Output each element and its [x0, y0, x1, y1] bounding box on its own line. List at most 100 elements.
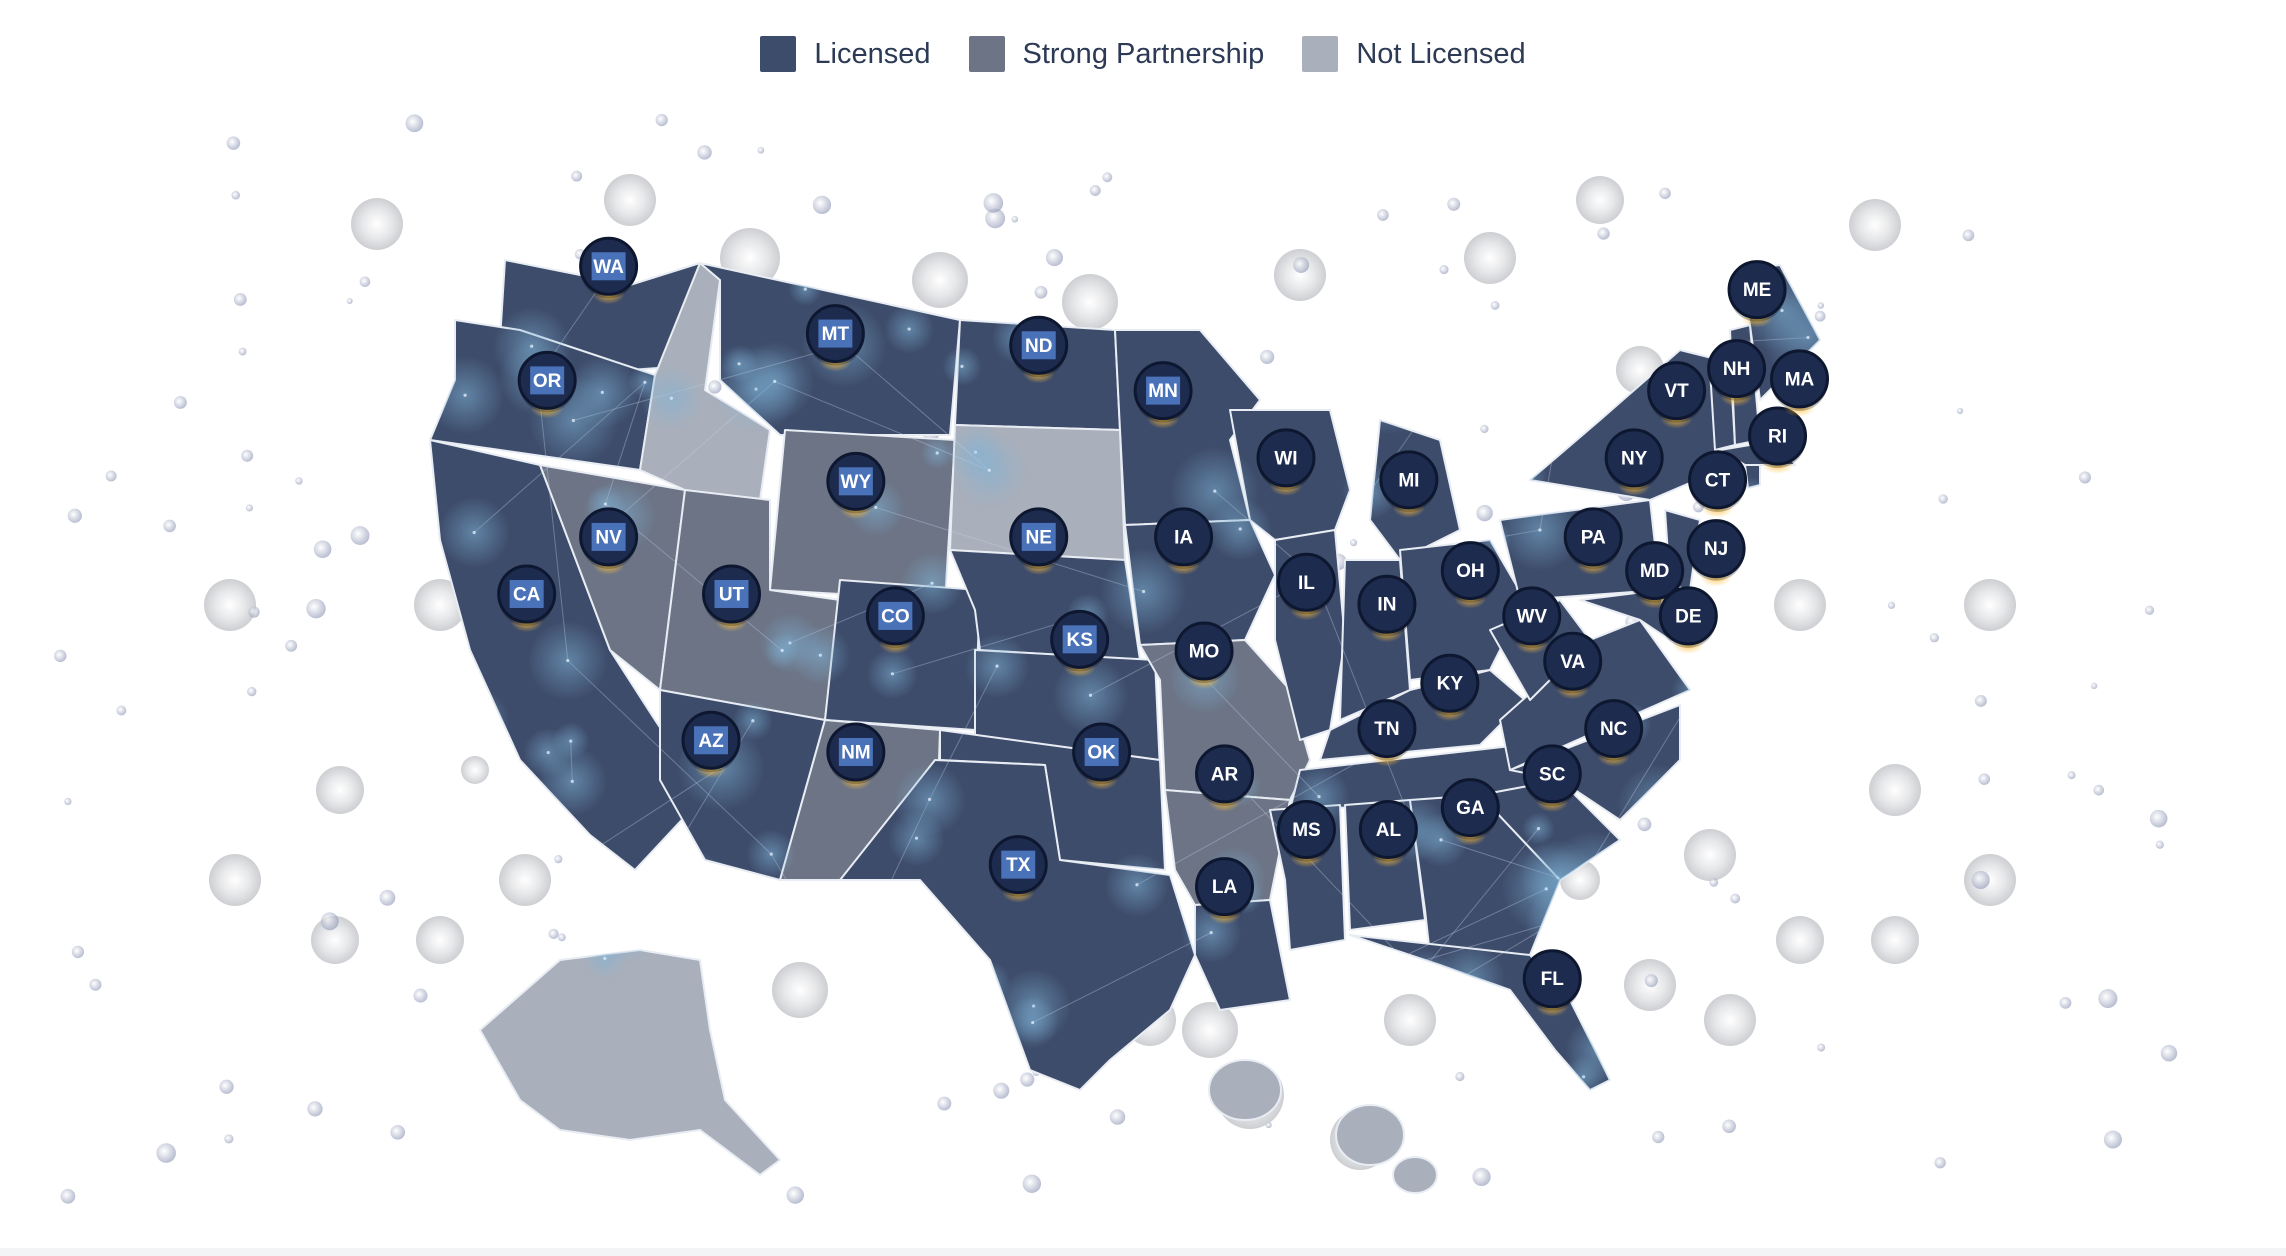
network-node: [1317, 1060, 1321, 1064]
network-node: [1598, 318, 1603, 322]
state-pin-nh[interactable]: NH: [1707, 339, 1767, 407]
state-pin-nd[interactable]: ND: [1009, 315, 1069, 384]
state-pin-de[interactable]: DE: [1658, 586, 1718, 654]
legend-item-not-licensed[interactable]: Not Licensed: [1302, 36, 1526, 72]
pin-label-la: LA: [1212, 877, 1238, 898]
state-pin-co[interactable]: CO: [865, 586, 925, 654]
state-pin-mo[interactable]: MO: [1174, 621, 1234, 690]
pin-circle-ga: [1440, 778, 1500, 838]
pin-square-az: [694, 726, 729, 755]
state-pin-ia[interactable]: IA: [1154, 507, 1214, 575]
network-node: [1544, 887, 1548, 891]
state-pin-nc[interactable]: NC: [1584, 699, 1644, 767]
state-pin-ny[interactable]: NY: [1604, 428, 1664, 496]
dot-132: [1709, 877, 1719, 887]
pin-label-va: VA: [1560, 652, 1585, 673]
state-pin-me[interactable]: ME: [1727, 260, 1787, 328]
state-pin-vt[interactable]: VT: [1647, 361, 1707, 429]
state-pin-wa[interactable]: WA: [579, 236, 639, 305]
network-node: [1536, 827, 1541, 831]
network-node: [1088, 693, 1093, 697]
state-pin-la[interactable]: LA: [1195, 857, 1255, 925]
pin-circle-tn: [1357, 699, 1417, 759]
network-node: [1694, 689, 1698, 694]
pin-label-ri: RI: [1768, 426, 1787, 447]
network-node: [463, 393, 467, 397]
dot-100: [1938, 494, 1948, 504]
pin-label-vt: VT: [1664, 381, 1689, 402]
state-pin-nj[interactable]: NJ: [1686, 519, 1746, 587]
dot-65: [2155, 840, 2164, 849]
dot-64: [163, 519, 176, 533]
dot-144: [413, 988, 428, 1003]
state-pin-ne[interactable]: NE: [1009, 507, 1069, 575]
network-glow: [684, 887, 732, 934]
state-pin-al[interactable]: AL: [1358, 800, 1418, 868]
network-node: [457, 260, 462, 262]
bubble-4: [1062, 274, 1118, 330]
bubble-13: [209, 854, 261, 906]
network-node: [1786, 1074, 1790, 1078]
network-node: [1492, 536, 1496, 540]
network-node: [818, 1029, 822, 1033]
dot-148: [60, 1188, 76, 1204]
dot-142: [1971, 870, 1990, 890]
state-pin-ga[interactable]: GA: [1440, 778, 1500, 846]
state-pin-fl[interactable]: FL: [1522, 949, 1582, 1017]
state-pin-mt[interactable]: MT: [805, 304, 865, 372]
state-pin-mn[interactable]: MN: [1133, 361, 1193, 429]
network-node: [1135, 883, 1139, 887]
state-pin-ar[interactable]: AR: [1195, 744, 1255, 812]
state-pin-ma[interactable]: MA: [1769, 349, 1829, 417]
state-pin-wv[interactable]: WV: [1502, 586, 1562, 654]
state-pin-sc[interactable]: SC: [1522, 744, 1582, 812]
state-pin-ky[interactable]: KY: [1420, 653, 1480, 722]
state-pin-nm[interactable]: NM: [826, 722, 886, 790]
network-node: [693, 879, 697, 883]
state-pin-va[interactable]: VA: [1543, 631, 1603, 700]
state-pin-wy[interactable]: WY: [826, 451, 886, 520]
state-pin-ri[interactable]: RI: [1748, 406, 1808, 474]
dot-44: [1377, 209, 1389, 221]
state-pin-tx[interactable]: TX: [988, 835, 1048, 903]
pin-label-nc: NC: [1600, 719, 1628, 740]
legend-item-strong-partnership[interactable]: Strong Partnership: [968, 36, 1264, 72]
network-node: [844, 1087, 848, 1091]
state-pin-ms[interactable]: MS: [1276, 800, 1336, 868]
dot-81: [116, 705, 127, 716]
state-pin-mi[interactable]: MI: [1379, 450, 1439, 518]
network-node: [566, 658, 570, 663]
dot-35: [379, 889, 396, 906]
pin-square-or: [530, 366, 565, 395]
network-glow: [1580, 299, 1621, 341]
state-pin-nv[interactable]: NV: [579, 507, 639, 575]
pin-label-nv: NV: [595, 527, 622, 548]
state-pin-ca[interactable]: CA: [497, 564, 557, 632]
pin-label-ga: GA: [1456, 798, 1485, 819]
network-node: [995, 664, 999, 668]
state-pin-pa[interactable]: PA: [1563, 507, 1623, 575]
state-pin-wi[interactable]: WI: [1256, 428, 1316, 496]
pin-circle-nh: [1707, 339, 1767, 399]
state-pin-ut[interactable]: UT: [702, 564, 761, 632]
dot-55: [1109, 1109, 1126, 1125]
bubble-7: [1576, 176, 1624, 224]
state-pin-il[interactable]: IL: [1276, 552, 1336, 621]
dot-40: [1102, 172, 1113, 183]
legend-item-licensed[interactable]: Licensed: [760, 36, 931, 72]
state-pin-or[interactable]: OR: [517, 350, 577, 419]
dot-71: [1978, 773, 1991, 785]
state-pin-tn[interactable]: TN: [1357, 699, 1417, 767]
network-node: [497, 907, 502, 911]
state-pin-ok[interactable]: OK: [1072, 722, 1132, 790]
state-pin-ks[interactable]: KS: [1050, 609, 1110, 678]
dot-134: [1659, 187, 1671, 200]
dot-127: [1476, 504, 1493, 522]
state-pin-oh[interactable]: OH: [1440, 541, 1500, 609]
dot-4: [1447, 197, 1461, 211]
state-pin-ct[interactable]: CT: [1688, 450, 1748, 518]
state-pin-az[interactable]: AZ: [681, 710, 741, 779]
dot-15: [1929, 633, 1940, 643]
network-node: [1345, 981, 1349, 985]
state-pin-in[interactable]: IN: [1357, 574, 1417, 643]
